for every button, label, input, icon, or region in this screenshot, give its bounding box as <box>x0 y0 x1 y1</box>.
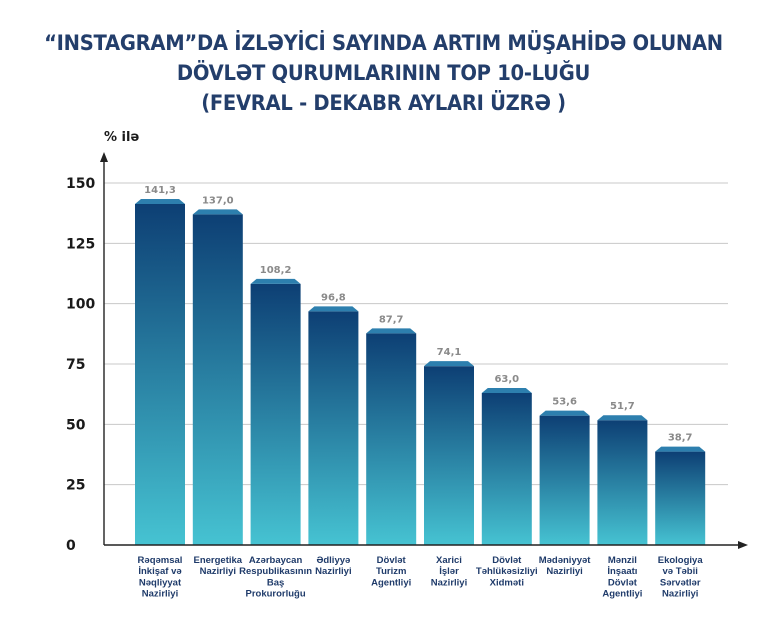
category-label: Energetika Nazirliyi <box>194 555 243 577</box>
value-label: 141,3 <box>144 185 176 196</box>
y-tick-label: 50 <box>66 417 86 433</box>
value-label: 74,1 <box>437 347 462 358</box>
bar-cap <box>481 387 532 393</box>
value-label: 38,7 <box>668 433 693 444</box>
bar <box>424 366 474 545</box>
value-label: 87,7 <box>379 314 404 325</box>
category-label: Azərbaycan Respublikasının Baş Prokurorluğu <box>239 555 312 600</box>
bar <box>250 283 301 545</box>
category-label: Ədliyyə Nazirliyi <box>315 555 351 577</box>
value-labels: 141,3 137,0 108,2 96,8 87,7 74,1 63,0 53,6 51,7 3… <box>144 185 692 444</box>
y-tick-label: 150 <box>66 176 95 192</box>
bar <box>192 214 243 545</box>
bar-cap <box>597 415 648 421</box>
title-line-1: “INSTAGRAM”DA İZLƏYİCİ SAYINDA ARTIM MÜŞ… <box>44 31 723 55</box>
bar-cap <box>424 361 474 367</box>
bar <box>366 333 417 545</box>
value-label: 53,6 <box>552 397 577 408</box>
value-label: 63,0 <box>494 374 519 385</box>
value-label: 96,8 <box>321 292 346 303</box>
category-label: Rəqəmsal İnkişaf və Nəqliyyat Nazirliyi <box>138 555 183 600</box>
chart-title: “INSTAGRAM”DA İZLƏYİCİ SAYINDA ARTIM MÜŞ… <box>0 28 767 118</box>
bar-cap <box>250 278 301 284</box>
y-tick-label: 100 <box>66 297 95 313</box>
y-tick-label: 25 <box>66 478 85 494</box>
title-line-2: DÖVLƏT QURUMLARININ TOP 10-LUĞU <box>176 61 591 85</box>
y-tick-label: 125 <box>66 236 95 252</box>
value-label: 137,0 <box>202 195 234 206</box>
bar <box>481 392 532 545</box>
x-axis-arrow-icon <box>738 541 748 549</box>
y-axis-label: % ilə <box>104 130 139 145</box>
y-tick-labels: 0 25 50 75 100 125 150 <box>66 176 95 554</box>
category-label: Mədəniyyət Nazirliyi <box>539 555 592 577</box>
bar-cap <box>366 328 417 334</box>
category-label: Dövlət Təhlükəsizliyi Xidməti <box>476 555 538 588</box>
axes: % ilə <box>100 130 748 549</box>
value-label: 108,2 <box>260 265 292 276</box>
bar <box>308 311 359 545</box>
bar <box>655 451 706 545</box>
category-label: Dövlət Turizm Agentliyi <box>371 555 411 588</box>
y-tick-label: 0 <box>66 538 76 554</box>
bar <box>597 420 648 545</box>
category-label: Xarici İşlər Nazirliyi <box>431 555 467 588</box>
bars <box>135 198 706 545</box>
bar-cap <box>308 306 359 312</box>
bar-cap <box>135 198 185 204</box>
category-label: Mənzil İnşaatı Dövlət Agentliyi <box>602 555 642 600</box>
bar-cap <box>192 209 243 215</box>
bar-cap <box>655 446 706 452</box>
bar-cap <box>539 410 590 416</box>
category-label: Ekologiya və Təbii Sərvətlər Nazirliyi <box>658 555 704 600</box>
category-labels: Rəqəmsal İnkişaf və Nəqliyyat Nazirliyi Ener… <box>138 555 704 600</box>
y-axis-arrow-icon <box>100 152 108 162</box>
bar <box>539 415 590 545</box>
bar <box>135 203 185 545</box>
title-line-3: (FEVRAL - DEKABR AYLARI ÜZRƏ ) <box>201 91 566 115</box>
y-tick-label: 75 <box>66 357 85 373</box>
value-label: 51,7 <box>610 401 635 412</box>
